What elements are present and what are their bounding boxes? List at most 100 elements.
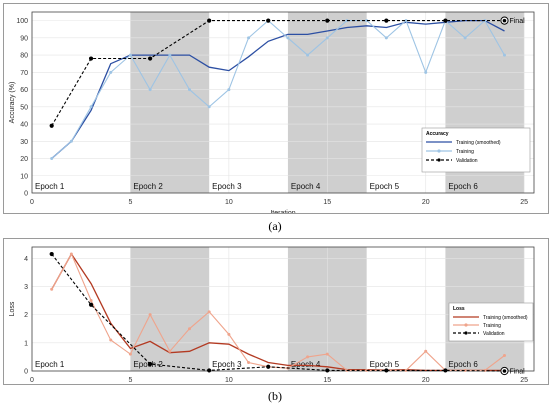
accuracy-chart: 0 5 10 15 20 25 0 10 20 30 40 50 60 70 80 90 100 Iteratio… (9, 11, 535, 213)
legend-entry: Validation (456, 158, 478, 164)
data-point (50, 287, 54, 291)
data-point (207, 105, 211, 109)
legend-marker (464, 323, 468, 327)
x-tick-label: 0 (30, 377, 34, 384)
accuracy-chart-panel: 0 5 10 15 20 25 0 10 20 30 40 50 60 70 80 90 100 Iteratio… (3, 3, 549, 214)
data-point (306, 53, 310, 57)
data-point (88, 56, 94, 61)
series-line (51, 20, 505, 127)
final-marker-dot (502, 18, 507, 23)
legend-marker (464, 331, 468, 335)
y-tick-label: 3 (24, 284, 28, 291)
x-tick-label: 25 (520, 199, 528, 206)
data-point (207, 368, 212, 373)
data-point (443, 18, 448, 23)
series-line (51, 252, 505, 371)
x-tick-label: 20 (422, 199, 430, 206)
x-tick-label: 5 (128, 199, 132, 206)
data-point (168, 349, 172, 353)
legend-entry: Validation (483, 331, 505, 337)
data-point (49, 123, 54, 128)
data-point (345, 19, 349, 23)
data-point (384, 36, 388, 40)
plot-frame (31, 246, 535, 372)
data-point (404, 368, 408, 372)
epoch-label: Epoch 1 (35, 182, 65, 191)
legend-title: Loss (453, 306, 465, 312)
data-point (247, 36, 251, 40)
epoch-label: Epoch 6 (448, 182, 478, 191)
data-point (207, 310, 211, 314)
x-tick-label: 5 (128, 377, 132, 384)
series-line (51, 253, 505, 372)
data-point (424, 349, 428, 353)
x-tick-label: 10 (225, 377, 233, 384)
legend-entry: Training (456, 149, 474, 155)
y-tick-label: 80 (20, 53, 28, 60)
data-point (187, 327, 191, 331)
y-tick-label: 70 (20, 70, 28, 77)
data-point (148, 313, 152, 317)
x-tick-label: 15 (323, 199, 331, 206)
data-point (365, 19, 369, 23)
data-point (69, 139, 73, 143)
epoch-label: Epoch 3 (212, 182, 242, 191)
x-tick-label: 20 (422, 377, 430, 384)
data-point (148, 361, 153, 367)
plot-frame (31, 11, 535, 194)
y-tick-label: 50 (20, 104, 28, 111)
y-axis-label: Accuracy (%) (9, 82, 16, 124)
data-point (207, 18, 212, 23)
final-label: Final (509, 369, 525, 376)
y-tick-label: 4 (24, 256, 28, 263)
data-point (463, 368, 467, 372)
y-tick-label: 30 (20, 139, 28, 146)
data-point (443, 368, 448, 373)
data-point (306, 355, 310, 359)
data-point (50, 157, 54, 161)
data-point (89, 105, 93, 109)
y-tick-label: 0 (24, 191, 28, 198)
data-point (463, 36, 467, 40)
data-point (286, 36, 290, 40)
y-tick-label: 2 (24, 312, 28, 319)
data-point (502, 354, 506, 357)
data-point (187, 88, 191, 92)
data-point (424, 70, 428, 74)
legend-box (421, 127, 531, 173)
loss-chart: 051015202501234IterationLossEpoch 1Epoch… (9, 246, 535, 384)
epoch-label: Epoch 6 (448, 360, 478, 369)
x-tick-label: 10 (225, 199, 233, 206)
x-tick-label: 25 (520, 377, 528, 384)
data-point (128, 352, 132, 356)
legend-marker (437, 149, 441, 153)
loss-chart-panel: 051015202501234IterationLossEpoch 1Epoch… (3, 238, 549, 385)
data-point (49, 251, 54, 257)
x-tick-label: 15 (323, 377, 331, 384)
series-line (51, 19, 505, 159)
x-tick-label: 0 (30, 199, 34, 206)
y-tick-label: 90 (20, 35, 28, 42)
data-point (404, 19, 408, 23)
data-point (148, 56, 153, 61)
legend-entry: Training (483, 323, 501, 329)
data-point (384, 18, 389, 23)
epoch-label: Epoch 5 (370, 360, 400, 369)
y-tick-label: 100 (16, 18, 28, 25)
data-point (325, 368, 330, 373)
data-point (266, 364, 271, 369)
final-marker-dot (502, 369, 507, 373)
legend-entry: Training (smoothed) (456, 140, 501, 146)
legend-box (448, 302, 534, 342)
epoch-band (130, 12, 210, 193)
data-point (325, 352, 329, 356)
epoch-label: Epoch 4 (291, 360, 321, 369)
epoch-label: Epoch 2 (133, 182, 163, 191)
y-tick-label: 10 (20, 173, 28, 180)
data-point (168, 53, 172, 57)
epoch-label: Epoch 1 (35, 360, 65, 369)
data-point (109, 70, 113, 74)
y-axis-label: Loss (9, 301, 16, 316)
legend-marker (437, 158, 441, 162)
y-tick-label: 0 (24, 369, 28, 376)
